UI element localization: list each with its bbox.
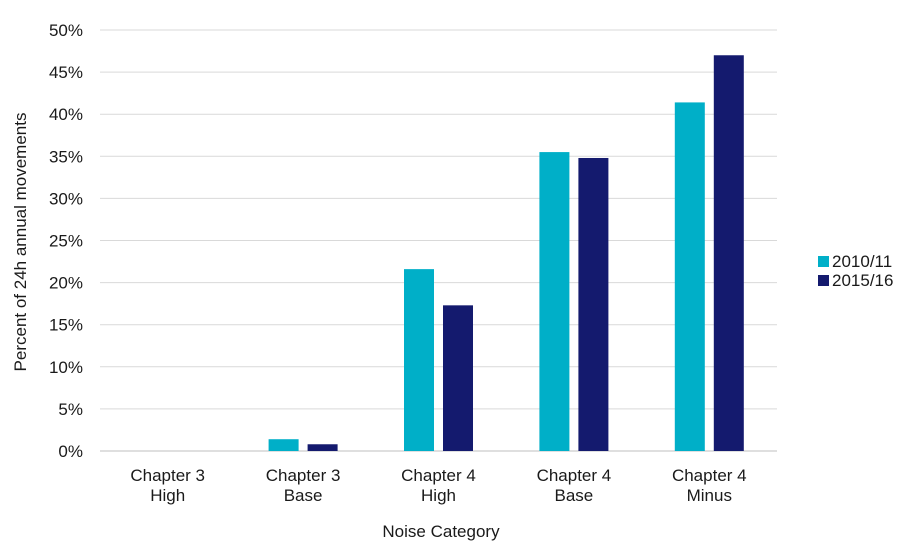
y-tick-label: 30% — [49, 189, 83, 208]
x-category-label: Chapter 4 — [401, 466, 476, 485]
x-category-label: Chapter 3 — [266, 466, 341, 485]
y-tick-label: 20% — [49, 274, 83, 293]
gridlines — [100, 29, 777, 452]
y-axis-ticks: 0% 5% 10% 15% 20% 25% 30% 35% 40% 45% 50% — [49, 21, 83, 461]
x-category-label: High — [421, 486, 456, 505]
bar-2010-11-cat-4 — [674, 102, 705, 452]
y-tick-label: 35% — [49, 147, 83, 166]
legend-swatch — [818, 256, 829, 267]
bar-2015-16-cat-3 — [578, 157, 609, 451]
y-tick-label: 25% — [49, 232, 83, 251]
y-tick-label: 15% — [49, 316, 83, 335]
y-tick-label: 45% — [49, 63, 83, 82]
bar-2010-11-cat-3 — [539, 152, 570, 451]
legend-label: 2015/16 — [832, 271, 893, 290]
x-category-label: Chapter 3 — [130, 466, 205, 485]
x-category-label: Base — [555, 486, 594, 505]
bars — [268, 55, 744, 452]
legend-label: 2010/11 — [832, 252, 892, 271]
x-category-label: High — [150, 486, 185, 505]
y-axis-title: Percent of 24h annual movements — [11, 113, 30, 372]
bar-2015-16-cat-2 — [443, 305, 473, 451]
bar-2010-11-cat-2 — [404, 269, 434, 451]
y-tick-label: 50% — [49, 21, 83, 40]
y-tick-label: 40% — [49, 105, 83, 124]
x-category-label: Base — [284, 486, 323, 505]
legend-swatch — [818, 275, 829, 286]
bar-2015-16-cat-1 — [307, 444, 338, 451]
x-category-label: Minus — [687, 486, 732, 505]
y-tick-label: 10% — [49, 358, 83, 377]
bar-2010-11-cat-1 — [268, 439, 299, 451]
x-category-label: Chapter 4 — [672, 466, 747, 485]
y-tick-label: 0% — [58, 442, 83, 461]
x-axis-title: Noise Category — [382, 522, 500, 541]
y-tick-label: 5% — [58, 400, 83, 419]
bar-2015-16-cat-4 — [713, 55, 744, 451]
x-category-label: Chapter 4 — [537, 466, 612, 485]
